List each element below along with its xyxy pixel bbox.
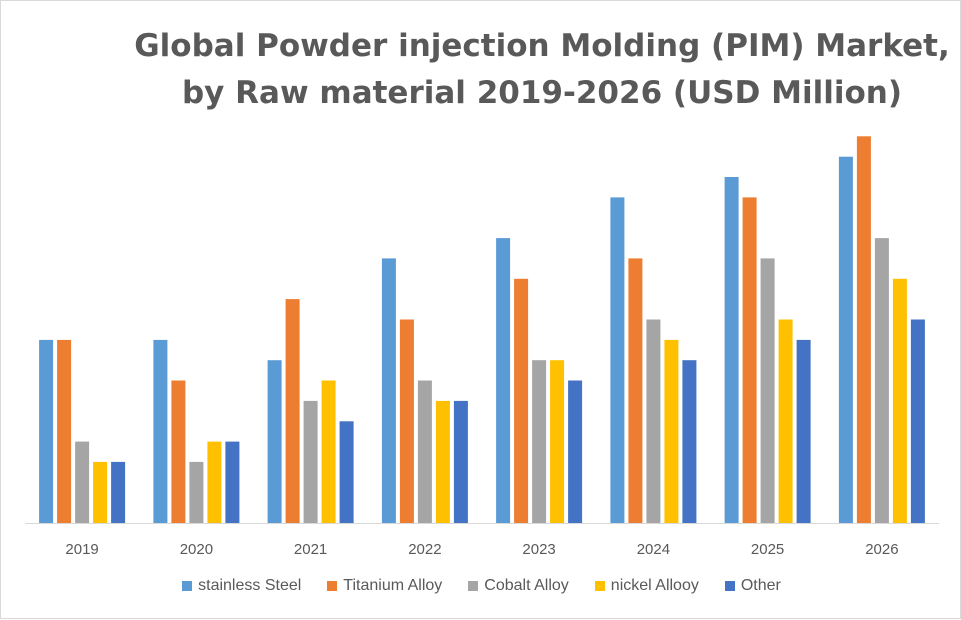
x-tick-label-2024: 2024 <box>637 541 670 558</box>
bar-titanium-alloy-2023 <box>514 278 529 523</box>
bar-stainless-steel-2024 <box>610 197 625 523</box>
bar-stainless-steel-2021 <box>267 360 282 523</box>
bar-stainless-steel-2020 <box>153 339 168 524</box>
bar-titanium-alloy-2024 <box>628 258 643 523</box>
chart-title-line-2: by Raw material 2019-2026 (USD Million) <box>181 75 903 111</box>
bar-cobalt-alloy-2024 <box>646 319 661 523</box>
bar-cobalt-alloy-2020 <box>189 461 204 523</box>
legend-item-stainless-steel: stainless Steel <box>182 577 301 595</box>
chart-title-line-1: Global Powder injection Molding (PIM) Ma… <box>134 28 950 64</box>
bar-nickel-allooy-2021 <box>321 380 336 523</box>
bar-stainless-steel-2022 <box>381 258 396 523</box>
legend-item-titanium-alloy: Titanium Alloy <box>327 577 442 595</box>
bar-cobalt-alloy-2022 <box>417 380 432 523</box>
bar-titanium-alloy-2021 <box>285 299 300 523</box>
bar-nickel-allooy-2025 <box>778 319 793 523</box>
bar-cobalt-alloy-2021 <box>303 400 318 523</box>
x-tick-label-2022: 2022 <box>408 541 441 558</box>
x-tick-label-2025: 2025 <box>751 541 784 558</box>
bar-titanium-alloy-2022 <box>399 319 414 523</box>
chart-title: Global Powder injection Molding (PIM) Ma… <box>1 23 961 117</box>
bar-titanium-alloy-2025 <box>742 197 757 523</box>
bar-other-2025 <box>796 339 811 524</box>
bar-nickel-allooy-2023 <box>550 360 565 523</box>
legend-label: nickel Allooy <box>610 577 699 594</box>
x-tick-label-2023: 2023 <box>522 541 555 558</box>
bar-nickel-allooy-2024 <box>664 339 679 524</box>
bar-other-2023 <box>568 380 583 523</box>
x-tick-label-2021: 2021 <box>294 541 327 558</box>
bar-other-2026 <box>910 319 925 523</box>
legend-swatch <box>182 581 193 591</box>
bar-other-2024 <box>682 360 697 523</box>
bar-nickel-allooy-2022 <box>435 400 450 523</box>
bar-stainless-steel-2023 <box>496 238 511 523</box>
legend-label: Cobalt Alloy <box>484 577 569 594</box>
bar-stainless-steel-2019 <box>39 339 54 524</box>
bar-stainless-steel-2025 <box>724 177 739 523</box>
bar-stainless-steel-2026 <box>838 156 853 523</box>
legend-item-nickel-allooy: nickel Allooy <box>594 577 699 595</box>
bar-nickel-allooy-2026 <box>892 278 907 523</box>
legend-swatch <box>724 581 735 591</box>
bar-cobalt-alloy-2023 <box>532 360 547 523</box>
bar-cobalt-alloy-2025 <box>760 258 775 523</box>
bar-cobalt-alloy-2019 <box>75 441 90 523</box>
legend-swatch <box>327 581 338 591</box>
chart-legend: stainless Steel Titanium Alloy Cobalt Allo… <box>1 577 961 595</box>
legend-label: Other <box>740 577 781 594</box>
legend-item-cobalt-alloy: Cobalt Alloy <box>468 577 569 595</box>
x-tick-label-2020: 2020 <box>180 541 213 558</box>
bar-other-2021 <box>339 421 354 524</box>
bar-titanium-alloy-2020 <box>171 380 186 523</box>
bar-cobalt-alloy-2026 <box>874 238 889 523</box>
legend-label: Titanium Alloy <box>343 577 443 594</box>
bar-other-2020 <box>225 441 240 523</box>
legend-item-other: Other <box>724 577 781 595</box>
bar-nickel-allooy-2020 <box>207 441 222 523</box>
legend-label: stainless Steel <box>198 577 302 594</box>
bar-titanium-alloy-2026 <box>856 136 871 524</box>
legend-swatch <box>468 581 479 591</box>
bar-titanium-alloy-2019 <box>57 339 72 524</box>
x-tick-label-2019: 2019 <box>65 541 98 558</box>
bar-other-2019 <box>111 461 126 523</box>
bar-nickel-allooy-2019 <box>93 461 108 523</box>
x-tick-label-2026: 2026 <box>865 541 898 558</box>
legend-swatch <box>594 581 605 591</box>
bar-other-2022 <box>453 400 468 523</box>
